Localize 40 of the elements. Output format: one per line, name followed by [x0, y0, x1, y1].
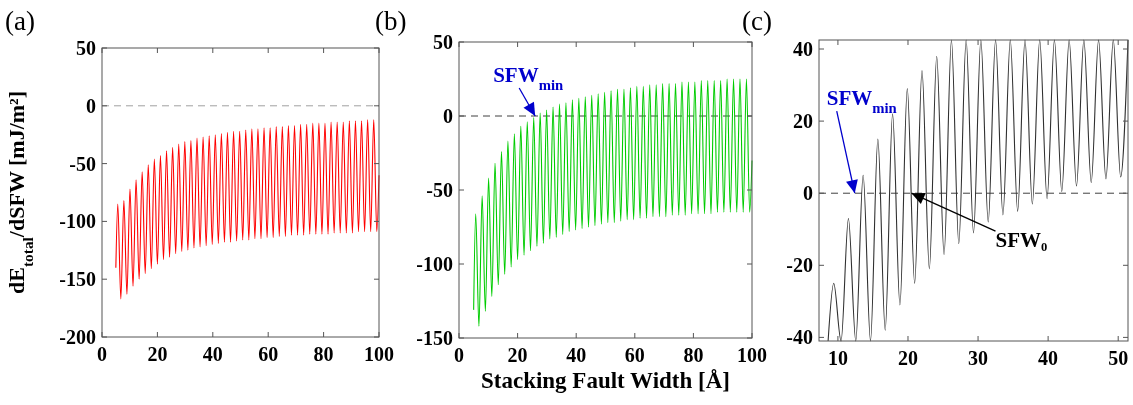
x-tick-label: 100	[364, 343, 394, 365]
x-axis-title: Stacking Fault Width [Å]	[480, 368, 731, 393]
y-tick-label: -100	[416, 253, 453, 275]
annotation: SFW₀	[995, 228, 1048, 253]
x-tick-label: 40	[566, 344, 587, 366]
chart-title: (b)	[375, 6, 407, 36]
y-tick-label: 0	[803, 182, 813, 205]
y-tick-label: -20	[786, 254, 813, 277]
y-tick-label: 50	[433, 31, 453, 53]
chart-title: (c)	[742, 6, 772, 36]
x-tick-label: 60	[258, 343, 279, 365]
x-tick-label: 10	[827, 347, 848, 369]
y-tick-label: 20	[793, 110, 813, 133]
x-tick-label: 30	[968, 347, 989, 369]
x-tick-label: 40	[202, 343, 223, 365]
y-tick-label: -150	[416, 327, 453, 349]
y-tick-label: -200	[59, 326, 96, 348]
y-tick-label: -50	[69, 152, 96, 175]
y-tick-label: 0	[443, 105, 453, 127]
y-tick-label: 0	[86, 94, 96, 117]
x-tick-label: 100	[737, 344, 767, 366]
y-tick-label: -100	[59, 210, 96, 233]
line-series	[827, 39, 1129, 342]
x-tick-label: 60	[624, 344, 645, 366]
x-tick-label: 20	[507, 344, 528, 366]
y-tick-label: -40	[786, 326, 813, 349]
y-tick-label: -150	[59, 268, 96, 291]
x-tick-label: 80	[313, 343, 334, 365]
x-tick-label: 20	[147, 343, 168, 365]
y-tick-label: 40	[793, 38, 813, 61]
x-tick-label: 80	[683, 344, 704, 366]
line-series	[115, 119, 380, 300]
annotation: SFW$_{min}$	[493, 63, 564, 93]
x-tick-label: 20	[897, 347, 918, 369]
annotation: SFW$_{min}$	[826, 86, 897, 117]
x-tick-label: 40	[1038, 347, 1059, 369]
y-tick-label: 50	[76, 37, 96, 59]
y-tick-label: -50	[426, 179, 453, 201]
x-tick-label: 50	[1108, 347, 1129, 369]
chart-title: (a)	[5, 6, 35, 36]
